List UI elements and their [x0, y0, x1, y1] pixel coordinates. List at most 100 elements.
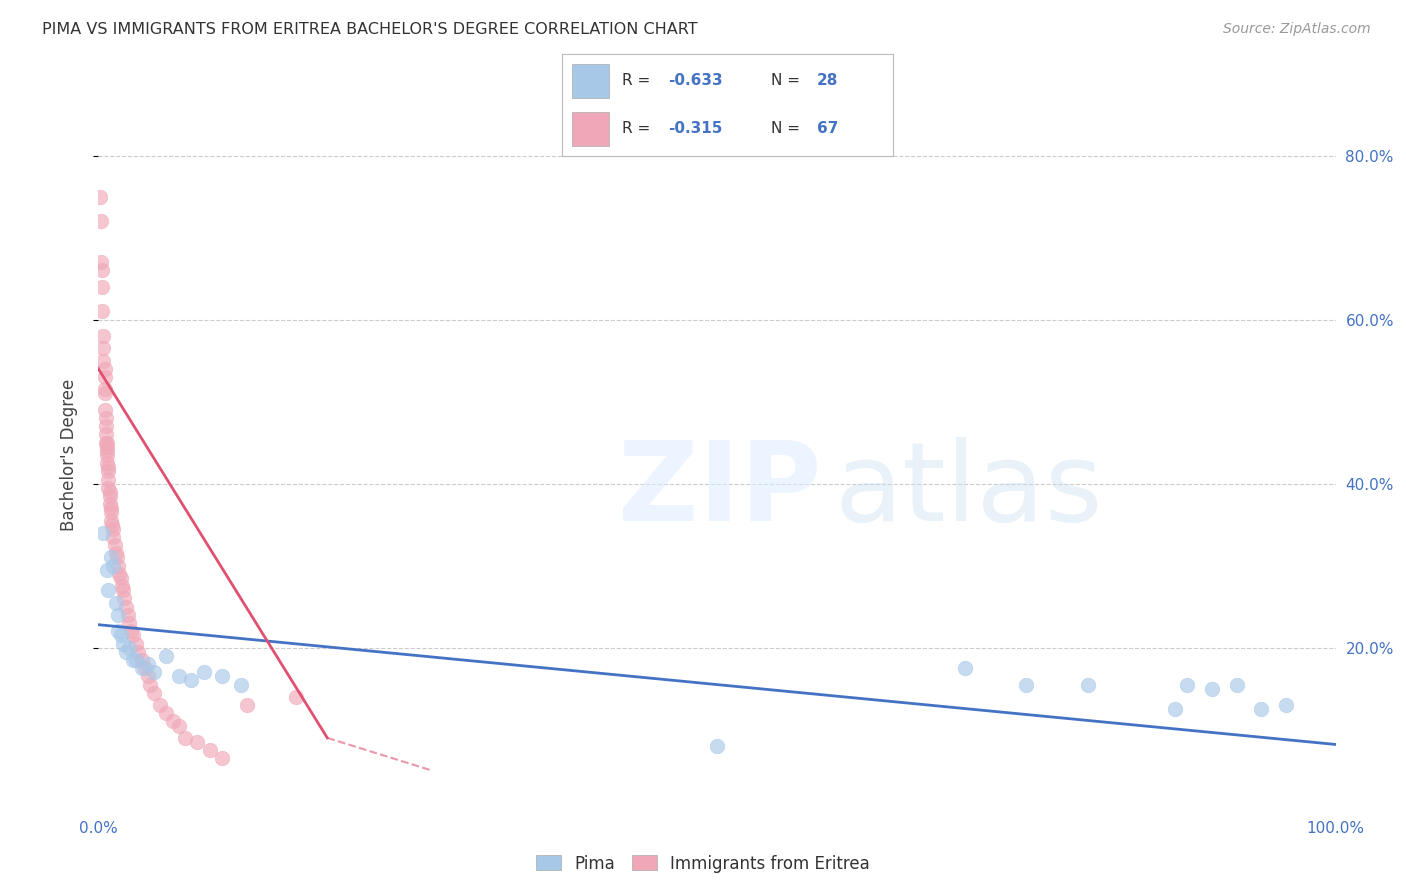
- Bar: [572, 64, 609, 97]
- Point: [96, 440, 118, 454]
- Point: [285, 690, 308, 704]
- Point: [1250, 702, 1272, 716]
- Point: [122, 628, 145, 642]
- Point: [131, 653, 153, 667]
- Point: [180, 673, 202, 688]
- Point: [94, 411, 117, 425]
- Point: [90, 214, 112, 228]
- Point: [93, 386, 115, 401]
- Point: [112, 591, 135, 606]
- Point: [114, 599, 136, 614]
- Point: [103, 538, 125, 552]
- Point: [96, 456, 118, 470]
- Point: [1226, 677, 1249, 691]
- Point: [103, 522, 125, 536]
- Point: [110, 571, 132, 585]
- Point: [118, 640, 141, 655]
- Point: [107, 558, 129, 573]
- Bar: [572, 112, 609, 145]
- Point: [104, 596, 127, 610]
- Point: [112, 583, 135, 598]
- Point: [139, 677, 162, 691]
- Y-axis label: Bachelor's Degree: Bachelor's Degree: [59, 379, 77, 531]
- Text: -0.315: -0.315: [668, 121, 723, 136]
- Point: [96, 448, 118, 462]
- Point: [127, 645, 149, 659]
- Point: [90, 255, 112, 269]
- Point: [91, 263, 114, 277]
- Text: 67: 67: [817, 121, 838, 136]
- Point: [124, 653, 146, 667]
- Point: [953, 661, 976, 675]
- Point: [91, 279, 114, 293]
- Point: [167, 669, 190, 683]
- Point: [198, 743, 221, 757]
- Point: [96, 435, 118, 450]
- Point: [118, 616, 141, 631]
- Point: [149, 698, 172, 712]
- Text: PIMA VS IMMIGRANTS FROM ERITREA BACHELOR'S DEGREE CORRELATION CHART: PIMA VS IMMIGRANTS FROM ERITREA BACHELOR…: [42, 22, 697, 37]
- Point: [97, 473, 120, 487]
- Point: [706, 739, 728, 753]
- Point: [101, 517, 124, 532]
- Point: [93, 382, 115, 396]
- Point: [104, 546, 127, 560]
- Text: Source: ZipAtlas.com: Source: ZipAtlas.com: [1223, 22, 1371, 37]
- Text: -0.633: -0.633: [668, 73, 723, 88]
- Point: [211, 669, 233, 683]
- Point: [94, 435, 117, 450]
- Point: [94, 427, 117, 442]
- Point: [97, 481, 120, 495]
- Point: [93, 361, 115, 376]
- Point: [96, 563, 118, 577]
- Point: [1175, 677, 1198, 691]
- Point: [97, 583, 120, 598]
- Point: [98, 489, 121, 503]
- Point: [108, 566, 131, 581]
- Point: [143, 686, 166, 700]
- Point: [98, 497, 121, 511]
- Point: [236, 698, 259, 712]
- Point: [110, 628, 132, 642]
- Point: [120, 624, 142, 639]
- Point: [97, 464, 120, 478]
- Point: [134, 661, 156, 675]
- Text: N =: N =: [770, 73, 804, 88]
- Point: [89, 189, 111, 203]
- Point: [162, 714, 184, 729]
- Point: [103, 530, 125, 544]
- Point: [100, 514, 122, 528]
- Point: [136, 669, 159, 683]
- Point: [1015, 677, 1038, 691]
- Point: [100, 501, 122, 516]
- Point: [122, 653, 145, 667]
- Point: [93, 329, 115, 343]
- Point: [107, 624, 129, 639]
- Point: [98, 484, 121, 499]
- Point: [155, 706, 177, 721]
- Point: [114, 645, 136, 659]
- Point: [100, 505, 122, 519]
- Point: [93, 341, 115, 355]
- Text: N =: N =: [770, 121, 804, 136]
- Point: [93, 402, 115, 417]
- Point: [93, 370, 115, 384]
- Point: [97, 460, 120, 475]
- Point: [93, 353, 115, 368]
- Text: atlas: atlas: [835, 437, 1104, 544]
- Point: [111, 579, 134, 593]
- Point: [186, 735, 208, 749]
- Point: [96, 443, 118, 458]
- Point: [105, 550, 128, 565]
- Point: [100, 550, 122, 565]
- Point: [112, 636, 135, 650]
- Point: [117, 607, 139, 622]
- Point: [91, 304, 114, 318]
- Point: [131, 661, 153, 675]
- Legend: Pima, Immigrants from Eritrea: Pima, Immigrants from Eritrea: [530, 848, 876, 880]
- Point: [124, 636, 146, 650]
- Point: [229, 677, 252, 691]
- Point: [211, 751, 233, 765]
- Point: [143, 665, 166, 680]
- Text: 28: 28: [817, 73, 838, 88]
